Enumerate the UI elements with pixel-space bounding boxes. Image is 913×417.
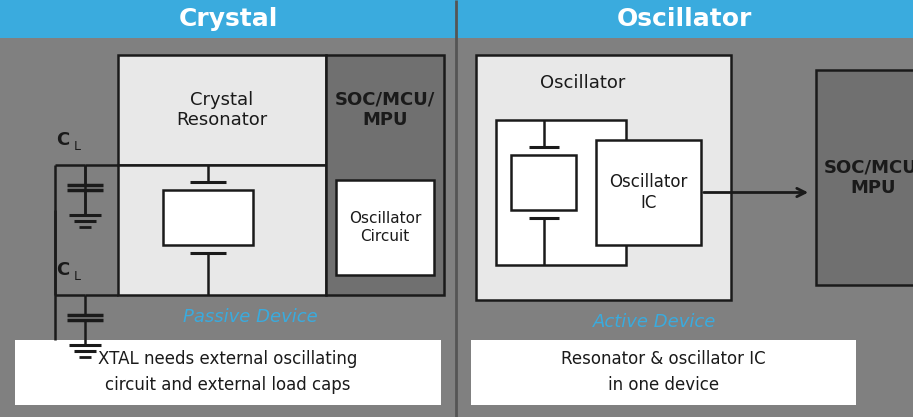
Bar <box>456 0 913 38</box>
Bar <box>326 55 444 295</box>
Bar <box>511 155 576 210</box>
Bar <box>471 340 856 405</box>
Text: SOC/MCU/
MPU: SOC/MCU/ MPU <box>824 158 913 197</box>
Text: L: L <box>74 271 81 284</box>
Text: XTAL needs external oscillating
circuit and external load caps: XTAL needs external oscillating circuit … <box>99 351 358 394</box>
Bar <box>163 190 253 245</box>
Text: Oscillator
IC: Oscillator IC <box>609 173 687 212</box>
Bar <box>0 0 456 38</box>
Text: Oscillator: Oscillator <box>540 74 625 92</box>
Text: C: C <box>56 261 69 279</box>
Text: L: L <box>74 141 81 153</box>
Text: Passive Device: Passive Device <box>183 308 318 326</box>
Bar <box>816 70 913 285</box>
Text: C: C <box>56 131 69 149</box>
Bar <box>15 340 441 405</box>
Bar <box>336 180 434 275</box>
Text: Crystal
Resonator: Crystal Resonator <box>176 90 268 129</box>
Text: Active Device: Active Device <box>593 313 716 331</box>
Text: Resonator & oscillator IC
in one device: Resonator & oscillator IC in one device <box>561 351 766 394</box>
Text: Oscillator
Circuit: Oscillator Circuit <box>349 211 421 244</box>
Text: SOC/MCU/
MPU: SOC/MCU/ MPU <box>335 90 436 129</box>
Bar <box>118 165 326 295</box>
Bar <box>496 120 626 265</box>
Text: Crystal: Crystal <box>178 7 278 31</box>
Bar <box>118 55 326 165</box>
Text: Oscillator: Oscillator <box>617 7 752 31</box>
Bar <box>476 55 731 300</box>
Bar <box>596 140 701 245</box>
